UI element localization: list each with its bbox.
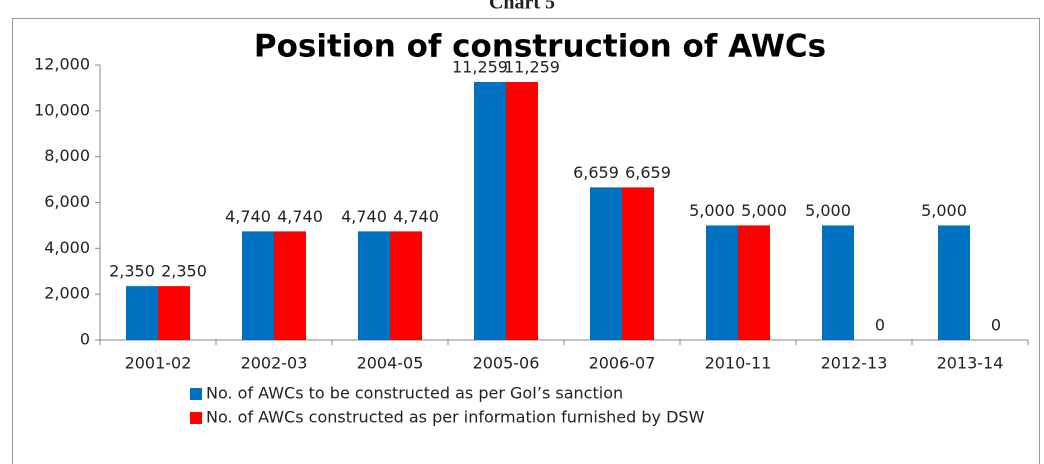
data-label: 4,740 (277, 207, 323, 226)
y-tick-label: 0 (80, 330, 90, 349)
x-tick-label: 2010-11 (705, 354, 772, 373)
legend-swatch (190, 412, 202, 424)
bar (242, 231, 274, 340)
legend-label: No. of AWCs constructed as per informati… (206, 408, 705, 427)
bar (474, 81, 506, 340)
x-tick-label: 2005-06 (473, 354, 540, 373)
bar (706, 225, 738, 340)
x-tick-label: 2002-03 (241, 354, 308, 373)
data-label: 11,259 (504, 57, 560, 76)
chart-title: Position of construction of AWCs (254, 29, 826, 65)
y-tick-label: 6,000 (44, 192, 90, 211)
data-label: 4,740 (225, 207, 271, 226)
x-tick-label: 2006-07 (589, 354, 656, 373)
bar (622, 187, 654, 340)
chart-border (12, 18, 1040, 464)
data-label: 0 (991, 316, 1001, 335)
data-label: 6,659 (573, 163, 619, 182)
y-tick-label: 8,000 (44, 146, 90, 165)
data-label: 2,350 (109, 262, 155, 281)
legend-swatch (190, 388, 202, 400)
bar (738, 225, 770, 340)
data-label: 5,000 (805, 201, 851, 220)
y-tick-label: 2,000 (44, 284, 90, 303)
bar (274, 231, 306, 340)
bar (938, 225, 970, 340)
bar (506, 81, 538, 340)
data-label: 5,000 (741, 201, 787, 220)
bar (358, 231, 390, 340)
y-tick-label: 4,000 (44, 238, 90, 257)
x-tick-label: 2013-14 (937, 354, 1004, 373)
x-tick-label: 2001-02 (125, 354, 192, 373)
data-label: 4,740 (393, 207, 439, 226)
bar (390, 231, 422, 340)
y-tick-label: 12,000 (34, 55, 90, 74)
bar (158, 286, 190, 340)
x-tick-label: 2012-13 (821, 354, 888, 373)
data-label: 5,000 (689, 201, 735, 220)
y-tick-label: 10,000 (34, 100, 90, 119)
data-label: 5,000 (921, 201, 967, 220)
data-label: 2,350 (161, 262, 207, 281)
data-label: 0 (875, 316, 885, 335)
bar (822, 225, 854, 340)
x-tick-label: 2004-05 (357, 354, 424, 373)
data-label: 6,659 (625, 163, 671, 182)
legend-label: No. of AWCs to be constructed as per GoI… (206, 384, 623, 403)
data-label: 4,740 (341, 207, 387, 226)
page-header: Chart 5 (489, 0, 555, 14)
bar (126, 286, 158, 340)
data-label: 11,259 (452, 57, 508, 76)
bar (590, 187, 622, 340)
